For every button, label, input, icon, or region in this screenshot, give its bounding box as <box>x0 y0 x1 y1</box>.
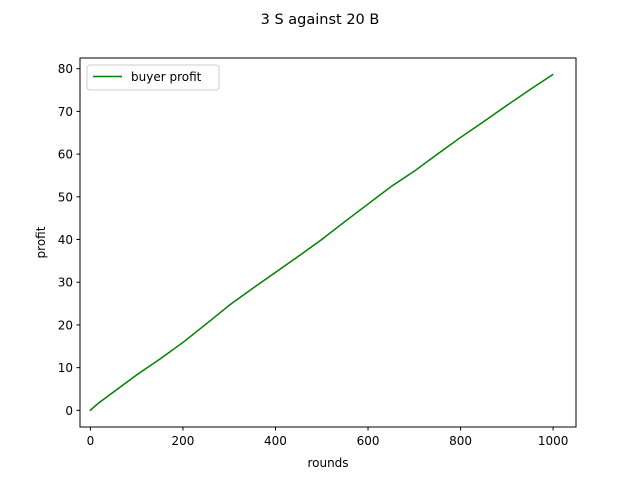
x-tick-label: 400 <box>264 434 287 448</box>
x-axis-label: rounds <box>307 456 348 470</box>
y-tick-label: 50 <box>58 190 73 204</box>
y-tick-label: 30 <box>58 276 73 290</box>
x-tick-label: 0 <box>87 434 95 448</box>
legend-label: buyer profit <box>131 70 202 84</box>
y-tick-label: 60 <box>58 148 73 162</box>
chart-title: 3 S against 20 B <box>261 12 380 28</box>
x-tick-label: 600 <box>357 434 380 448</box>
y-tick-label: 80 <box>58 62 73 76</box>
x-axis-ticks: 0 200 400 600 800 1000 <box>87 427 569 448</box>
x-tick-label: 800 <box>449 434 472 448</box>
series-layer <box>89 73 554 412</box>
y-tick-label: 40 <box>58 233 73 247</box>
x-tick-label: 200 <box>171 434 194 448</box>
x-tick-label: 1000 <box>538 434 569 448</box>
y-axis-ticks: 0 10 20 30 40 50 60 70 80 <box>58 62 80 418</box>
legend-frame <box>86 64 220 91</box>
series-line-buyer-profit <box>89 73 554 412</box>
y-tick-label: 0 <box>65 404 73 418</box>
y-tick-label: 10 <box>58 361 73 375</box>
legend: buyer profit <box>86 64 220 91</box>
y-tick-label: 20 <box>58 318 73 332</box>
y-axis-label: profit <box>34 226 48 258</box>
y-tick-label: 70 <box>58 105 73 119</box>
plot-area-frame <box>79 57 577 428</box>
